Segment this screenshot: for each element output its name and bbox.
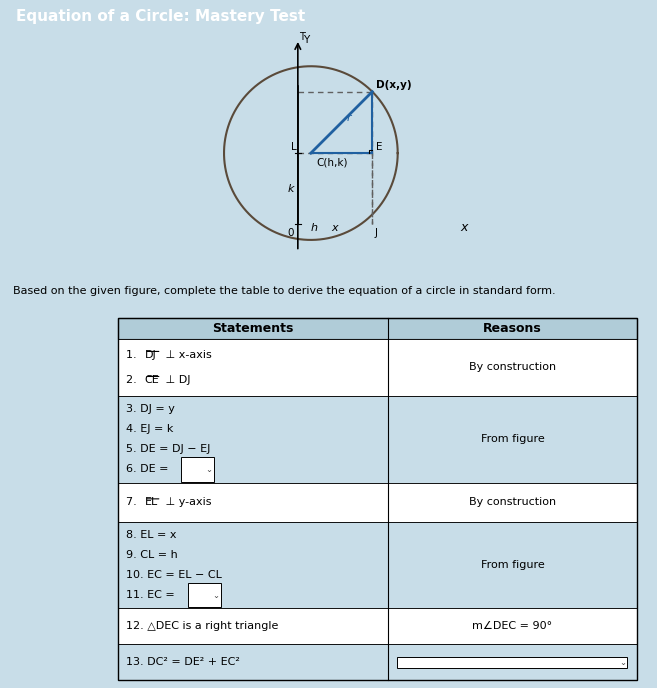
Bar (118, 645, 388, 680)
Text: 1.: 1. (126, 350, 140, 360)
Bar (181, 458, 214, 482)
Text: 12. △DEC is a right triangle: 12. △DEC is a right triangle (126, 621, 279, 632)
Text: ⊥ y-axis: ⊥ y-axis (162, 497, 211, 507)
Text: J: J (374, 228, 377, 238)
Text: Equation of a Circle: Mastery Test: Equation of a Circle: Mastery Test (16, 9, 306, 24)
Text: h: h (311, 223, 317, 233)
Text: By construction: By construction (469, 497, 556, 507)
Bar (388, 608, 637, 645)
Text: By construction: By construction (469, 363, 556, 372)
Bar (118, 338, 388, 396)
Text: EL: EL (145, 497, 158, 507)
Bar (118, 318, 637, 338)
Text: D(x,y): D(x,y) (376, 80, 412, 90)
Text: DJ: DJ (145, 350, 156, 360)
Bar (388, 522, 637, 608)
Bar (118, 396, 388, 482)
Text: 2.: 2. (126, 375, 141, 385)
Text: 13. DC² = DE² + EC²: 13. DC² = DE² + EC² (126, 657, 240, 667)
Text: L: L (291, 142, 296, 152)
Bar (388, 645, 637, 680)
Text: 10. EC = EL − CL: 10. EC = EL − CL (126, 570, 222, 580)
Bar (388, 482, 637, 522)
Text: 6. DE =: 6. DE = (126, 464, 172, 475)
Text: k: k (288, 184, 294, 194)
Text: ⌄: ⌄ (213, 591, 219, 600)
Bar (388, 396, 637, 482)
Bar (397, 656, 627, 668)
Text: 0: 0 (287, 228, 294, 238)
Text: CE: CE (145, 375, 159, 385)
Text: Based on the given figure, complete the table to derive the equation of a circle: Based on the given figure, complete the … (13, 286, 556, 296)
Text: 4. EJ = k: 4. EJ = k (126, 424, 173, 434)
Text: Reasons: Reasons (483, 321, 542, 334)
Bar (188, 583, 221, 608)
Text: ⌄: ⌄ (620, 658, 626, 667)
Bar (118, 522, 388, 608)
Text: 5. DE = DJ − EJ: 5. DE = DJ − EJ (126, 444, 210, 454)
Text: E: E (376, 142, 382, 152)
Text: T: T (299, 32, 305, 42)
Text: 11. EC =: 11. EC = (126, 590, 179, 601)
Text: 9. CL = h: 9. CL = h (126, 550, 178, 560)
Text: C(h,k): C(h,k) (316, 157, 348, 167)
Text: Y: Y (303, 34, 309, 45)
Bar (118, 318, 637, 680)
Text: ⊥ x-axis: ⊥ x-axis (162, 350, 212, 360)
Text: 8. EL = x: 8. EL = x (126, 530, 177, 540)
Bar (118, 608, 388, 645)
Text: 7.: 7. (126, 497, 141, 507)
Bar (388, 338, 637, 396)
Text: 3. DJ = y: 3. DJ = y (126, 405, 175, 414)
Text: From figure: From figure (480, 434, 545, 444)
Bar (118, 482, 388, 522)
Text: m∠DEC = 90°: m∠DEC = 90° (472, 621, 553, 632)
Text: r: r (347, 113, 351, 123)
Text: x: x (460, 220, 468, 233)
Text: From figure: From figure (480, 560, 545, 570)
Text: x: x (332, 223, 338, 233)
Text: Statements: Statements (212, 321, 294, 334)
Text: ⌄: ⌄ (206, 465, 213, 474)
Text: ⊥ DJ: ⊥ DJ (162, 375, 190, 385)
